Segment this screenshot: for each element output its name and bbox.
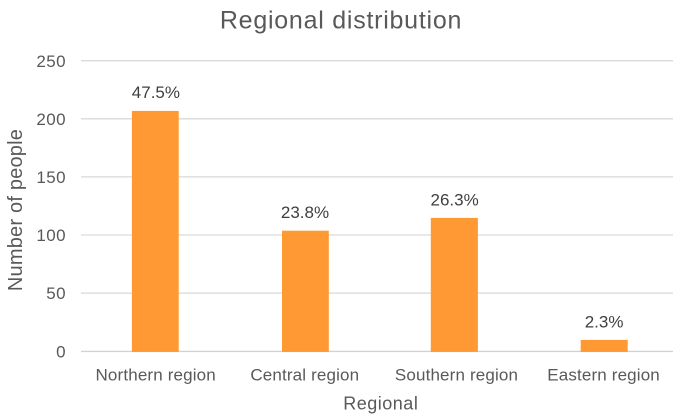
svg-text:0: 0 xyxy=(56,342,66,361)
svg-text:200: 200 xyxy=(36,110,66,129)
svg-text:26.3%: 26.3% xyxy=(430,190,478,209)
svg-text:Number of people: Number of people xyxy=(5,129,27,291)
svg-text:Regional distribution: Regional distribution xyxy=(220,7,462,35)
svg-text:Northern region: Northern region xyxy=(96,365,216,384)
svg-text:150: 150 xyxy=(36,168,66,187)
svg-text:100: 100 xyxy=(36,226,66,245)
svg-text:250: 250 xyxy=(36,52,66,71)
svg-text:Central region: Central region xyxy=(250,365,359,384)
svg-text:2.3%: 2.3% xyxy=(585,313,624,332)
svg-text:50: 50 xyxy=(46,284,66,303)
svg-text:Eastern region: Eastern region xyxy=(547,365,660,384)
svg-text:23.8%: 23.8% xyxy=(281,203,329,222)
svg-text:47.5%: 47.5% xyxy=(132,83,180,102)
svg-text:Southern region: Southern region xyxy=(395,365,518,384)
svg-text:Regional: Regional xyxy=(343,394,418,414)
